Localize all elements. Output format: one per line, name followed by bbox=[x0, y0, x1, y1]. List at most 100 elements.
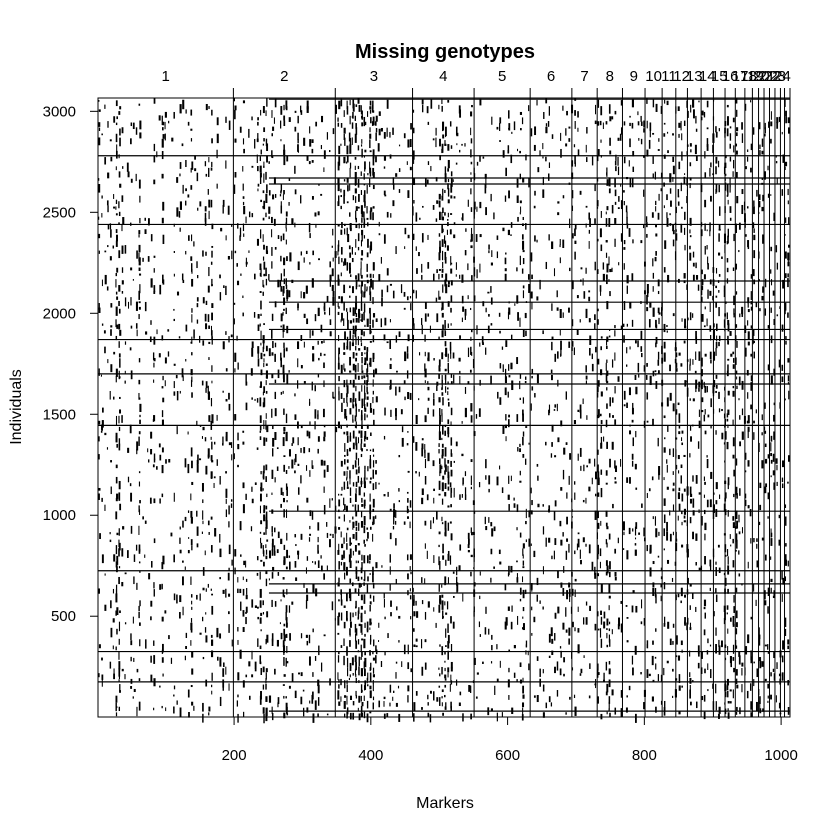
missing-cell bbox=[736, 684, 739, 689]
missing-cell bbox=[729, 534, 731, 539]
missing-cell bbox=[348, 447, 351, 452]
missing-cell bbox=[447, 522, 450, 531]
missing-cell bbox=[488, 488, 490, 493]
missing-cell bbox=[358, 623, 361, 627]
missing-cell bbox=[126, 162, 129, 172]
missing-cell bbox=[424, 444, 426, 454]
missing-cell bbox=[695, 533, 698, 541]
missing-cell bbox=[113, 351, 116, 355]
missing-cell bbox=[349, 542, 352, 545]
missing-cell bbox=[718, 391, 720, 399]
missing-cell bbox=[279, 279, 282, 287]
missing-cell bbox=[148, 459, 150, 463]
missing-cell bbox=[205, 103, 208, 111]
x-axis: 200 400 600 800 1000 bbox=[222, 717, 798, 764]
missing-cell bbox=[338, 701, 341, 706]
missing-cell bbox=[733, 469, 736, 477]
missing-cell bbox=[116, 144, 118, 154]
missing-cell bbox=[162, 127, 164, 131]
missing-cell bbox=[718, 252, 721, 256]
missing-cell bbox=[764, 127, 766, 134]
missing-cell bbox=[256, 154, 258, 164]
missing-cell bbox=[346, 106, 349, 115]
missing-cell bbox=[585, 223, 587, 228]
missing-cell bbox=[573, 420, 577, 425]
missing-cell bbox=[551, 442, 553, 447]
missing-cell bbox=[775, 695, 777, 703]
missing-cell bbox=[349, 674, 351, 678]
missing-cell bbox=[672, 471, 674, 475]
missing-cell bbox=[306, 106, 309, 113]
missing-cell bbox=[640, 121, 643, 126]
missing-cell bbox=[190, 510, 193, 518]
missing-cell bbox=[106, 200, 109, 206]
missing-cell bbox=[392, 127, 394, 135]
missing-cell bbox=[337, 690, 340, 700]
missing-cell bbox=[204, 550, 206, 556]
chromosome-boundary-lines bbox=[232, 88, 791, 717]
missing-cell bbox=[308, 222, 311, 233]
missing-cell bbox=[346, 610, 348, 621]
missing-cell bbox=[110, 627, 113, 638]
missing-cell bbox=[352, 521, 355, 528]
missing-cell bbox=[586, 157, 588, 163]
missing-cell bbox=[707, 663, 709, 670]
missing-cell bbox=[98, 454, 100, 460]
missing-cell bbox=[360, 430, 363, 438]
missing-cell bbox=[496, 235, 499, 240]
missing-cell bbox=[499, 660, 501, 668]
missing-cell bbox=[560, 487, 563, 491]
missing-cell bbox=[346, 396, 348, 404]
missing-cell bbox=[615, 166, 617, 172]
missing-cell bbox=[360, 656, 362, 660]
missing-cell bbox=[531, 301, 533, 310]
missing-cell bbox=[237, 362, 239, 370]
missing-cell bbox=[237, 443, 240, 450]
missing-cell bbox=[98, 216, 100, 220]
missing-cell bbox=[407, 685, 410, 692]
missing-cell bbox=[536, 239, 538, 243]
missing-cell bbox=[272, 425, 274, 430]
missing-cell bbox=[663, 323, 666, 333]
missing-cell bbox=[663, 498, 666, 506]
missing-cell bbox=[251, 674, 254, 678]
missing-cell bbox=[274, 668, 276, 675]
missing-cell bbox=[646, 292, 649, 298]
missing-cell bbox=[116, 324, 119, 329]
missing-cell bbox=[393, 515, 395, 525]
missing-cell bbox=[447, 459, 450, 464]
missing-cell bbox=[755, 599, 757, 607]
missing-cell bbox=[447, 144, 450, 151]
missing-cell bbox=[738, 655, 741, 665]
missing-cell bbox=[344, 680, 346, 689]
missing-cell bbox=[609, 639, 611, 647]
missing-cell bbox=[138, 244, 141, 253]
chart-title: Missing genotypes bbox=[355, 41, 535, 63]
missing-cell bbox=[436, 697, 439, 702]
missing-cell bbox=[372, 149, 375, 159]
missing-cell bbox=[173, 381, 175, 389]
missing-cell bbox=[758, 627, 760, 637]
missing-cell bbox=[787, 560, 789, 567]
missing-cell bbox=[367, 532, 369, 539]
missing-cell bbox=[691, 593, 694, 600]
missing-cell bbox=[718, 290, 720, 293]
missing-cell bbox=[360, 414, 363, 421]
missing-cell bbox=[761, 460, 764, 469]
missing-cell bbox=[741, 313, 744, 317]
missing-cell bbox=[340, 229, 343, 235]
missing-cell bbox=[288, 466, 290, 469]
missing-cell bbox=[265, 212, 267, 218]
missing-cell bbox=[438, 431, 441, 441]
missing-cell bbox=[138, 471, 141, 474]
missing-cell bbox=[536, 695, 539, 703]
missing-cell bbox=[176, 291, 180, 296]
missing-cell bbox=[349, 537, 351, 546]
missing-cell bbox=[138, 179, 141, 189]
missing-cell bbox=[507, 391, 509, 398]
missing-cell bbox=[574, 578, 577, 582]
missing-cell bbox=[286, 588, 288, 595]
missing-cell bbox=[361, 229, 364, 236]
missing-cell bbox=[366, 414, 368, 418]
missing-cell bbox=[211, 414, 214, 424]
